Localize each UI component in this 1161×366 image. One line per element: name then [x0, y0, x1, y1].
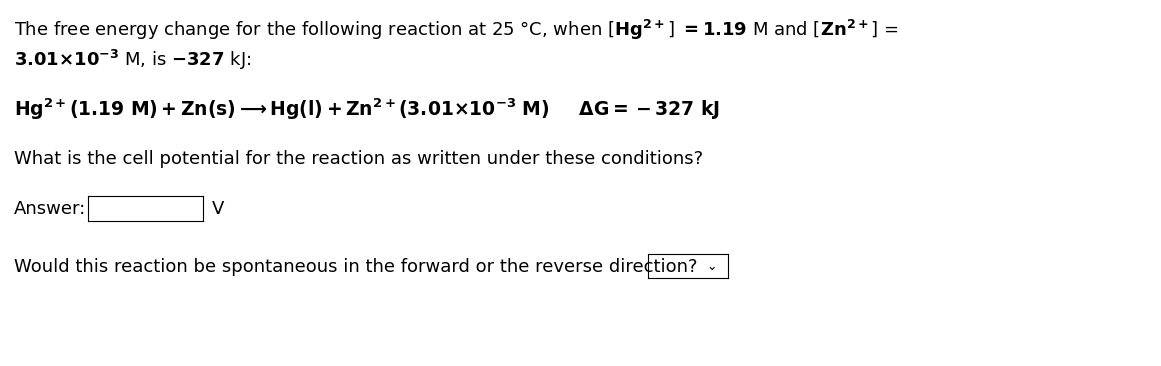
Text: Answer:: Answer:	[14, 200, 86, 218]
Text: $\mathbf{3.01{\times}10^{-3}}$ M, is $\mathbf{-327}$ kJ:: $\mathbf{3.01{\times}10^{-3}}$ M, is $\m…	[14, 48, 252, 72]
Text: What is the cell potential for the reaction as written under these conditions?: What is the cell potential for the react…	[14, 150, 704, 168]
Text: Would this reaction be spontaneous in the forward or the reverse direction?: Would this reaction be spontaneous in th…	[14, 258, 698, 276]
Text: ⌄: ⌄	[707, 259, 717, 273]
Text: The free energy change for the following reaction at 25 °C, when [$\mathbf{Hg^{2: The free energy change for the following…	[14, 18, 899, 42]
Text: V: V	[212, 200, 224, 218]
Text: $\mathbf{Hg^{2+}(1.19\ M) + Zn(s){\longrightarrow} Hg(l) + Zn^{2+}(3.01{\times}1: $\mathbf{Hg^{2+}(1.19\ M) + Zn(s){\longr…	[14, 96, 720, 122]
